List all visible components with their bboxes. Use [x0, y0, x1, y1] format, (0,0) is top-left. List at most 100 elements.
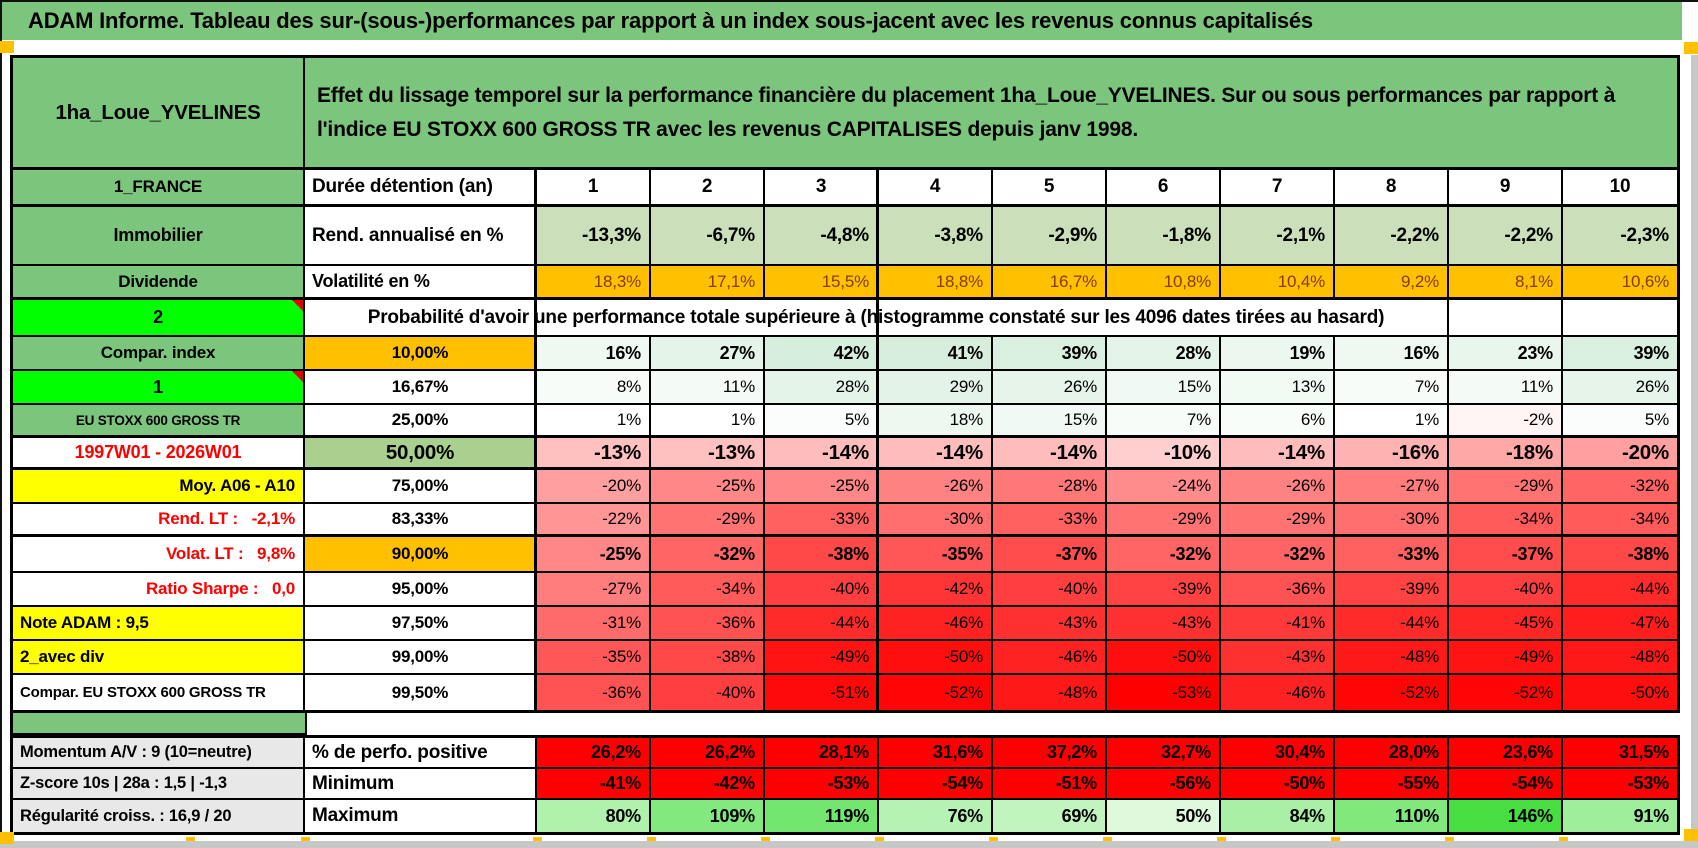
prob-cell-83,33%-y4[interactable]: -30% [879, 504, 993, 534]
side-label-cell[interactable]: Rend. LT : -2,1% [13, 504, 305, 534]
prob-cell-90,00%-y10[interactable]: -38% [1563, 537, 1677, 571]
prob-cell-83,33%-y5[interactable]: -33% [993, 504, 1107, 534]
duration-label-cell[interactable]: Durée détention (an) [305, 170, 537, 204]
prob-cell-99,00%-y1[interactable]: -35% [537, 641, 651, 673]
summary-side-label-cell[interactable]: Z-score 10s | 28a : 1,5 | -1,3 [13, 769, 305, 798]
summary-side-label-cell[interactable]: Momentum A/V : 9 (10=neutre) [13, 738, 305, 767]
annual-return-y4[interactable]: -3,8% [879, 207, 993, 264]
summary-cell-% de perfo. positive-y7[interactable]: 30,4% [1221, 738, 1335, 767]
prob-cell-99,50%-y9[interactable]: -52% [1449, 675, 1563, 710]
prob-cell-97,50%-y4[interactable]: -46% [879, 607, 993, 639]
prob-cell-83,33%-y9[interactable]: -34% [1449, 504, 1563, 534]
summary-cell-% de perfo. positive-y8[interactable]: 28,0% [1335, 738, 1449, 767]
quantile-cell[interactable]: 95,00% [305, 573, 537, 605]
prob-cell-75,00%-y6[interactable]: -24% [1107, 470, 1221, 502]
volatility-y2[interactable]: 17,1% [651, 266, 765, 297]
category-immobilier-cell[interactable]: Immobilier [13, 207, 305, 264]
prob-cell-99,50%-y6[interactable]: -53% [1107, 675, 1221, 710]
side-label-cell[interactable]: Volat. LT : 9,8% [13, 537, 305, 571]
prob-cell-50,00%-y7[interactable]: -14% [1221, 438, 1335, 467]
prob-cell-50,00%-y3[interactable]: -14% [765, 438, 879, 467]
prob-cell-16,67%-y6[interactable]: 15% [1107, 371, 1221, 403]
prob-cell-25,00%-y9[interactable]: -2% [1449, 405, 1563, 435]
prob-cell-97,50%-y10[interactable]: -47% [1563, 607, 1677, 639]
prob-cell-90,00%-y1[interactable]: -25% [537, 537, 651, 571]
prob-cell-16,67%-y8[interactable]: 7% [1335, 371, 1449, 403]
year-header-6[interactable]: 6 [1107, 170, 1221, 204]
volatility-y3[interactable]: 15,5% [765, 266, 879, 297]
volatility-y7[interactable]: 10,4% [1221, 266, 1335, 297]
annual-return-y5[interactable]: -2,9% [993, 207, 1107, 264]
summary-metric-cell[interactable]: Maximum [305, 800, 537, 832]
annual-return-y10[interactable]: -2,3% [1563, 207, 1677, 264]
prob-cell-99,00%-y8[interactable]: -48% [1335, 641, 1449, 673]
prob-cell-75,00%-y7[interactable]: -26% [1221, 470, 1335, 502]
prob-cell-99,50%-y4[interactable]: -52% [879, 675, 993, 710]
prob-cell-83,33%-y8[interactable]: -30% [1335, 504, 1449, 534]
prob-cell-99,00%-y2[interactable]: -38% [651, 641, 765, 673]
prob-cell-16,67%-y2[interactable]: 11% [651, 371, 765, 403]
summary-cell-Minimum-y7[interactable]: -50% [1221, 769, 1335, 798]
prob-cell-83,33%-y3[interactable]: -33% [765, 504, 879, 534]
prob-cell-97,50%-y8[interactable]: -44% [1335, 607, 1449, 639]
prob-cell-75,00%-y9[interactable]: -29% [1449, 470, 1563, 502]
quantile-cell[interactable]: 25,00% [305, 405, 537, 435]
category-dividende-cell[interactable]: Dividende [13, 266, 305, 297]
prob-cell-99,00%-y7[interactable]: -43% [1221, 641, 1335, 673]
side-label-cell[interactable]: EU STOXX 600 GROSS TR [13, 405, 305, 435]
prob-cell-50,00%-y1[interactable]: -13% [537, 438, 651, 467]
prob-cell-10,00%-y10[interactable]: 39% [1563, 337, 1677, 369]
prob-cell-10,00%-y6[interactable]: 28% [1107, 337, 1221, 369]
empty-cell[interactable] [1449, 300, 1563, 335]
prob-cell-95,00%-y7[interactable]: -36% [1221, 573, 1335, 605]
prob-cell-83,33%-y7[interactable]: -29% [1221, 504, 1335, 534]
prob-cell-95,00%-y1[interactable]: -27% [537, 573, 651, 605]
prob-cell-99,00%-y10[interactable]: -48% [1563, 641, 1677, 673]
prob-cell-25,00%-y1[interactable]: 1% [537, 405, 651, 435]
summary-cell-Maximum-y6[interactable]: 50% [1107, 800, 1221, 832]
annual-return-y7[interactable]: -2,1% [1221, 207, 1335, 264]
summary-cell-Minimum-y4[interactable]: -54% [879, 769, 993, 798]
summary-cell-Minimum-y3[interactable]: -53% [765, 769, 879, 798]
year-header-1[interactable]: 1 [537, 170, 651, 204]
prob-cell-95,00%-y4[interactable]: -42% [879, 573, 993, 605]
prob-cell-83,33%-y1[interactable]: -22% [537, 504, 651, 534]
prob-cell-95,00%-y8[interactable]: -39% [1335, 573, 1449, 605]
prob-cell-97,50%-y7[interactable]: -41% [1221, 607, 1335, 639]
summary-cell-% de perfo. positive-y1[interactable]: 26,2% [537, 738, 651, 767]
prob-cell-99,50%-y7[interactable]: -46% [1221, 675, 1335, 710]
prob-cell-25,00%-y5[interactable]: 15% [993, 405, 1107, 435]
side-label-cell[interactable]: Compar. EU STOXX 600 GROSS TR [13, 675, 305, 710]
quantile-cell[interactable]: 10,00% [305, 337, 537, 369]
prob-cell-99,00%-y4[interactable]: -50% [879, 641, 993, 673]
side-label-cell[interactable]: Note ADAM : 9,5 [13, 607, 305, 639]
year-header-7[interactable]: 7 [1221, 170, 1335, 204]
prob-cell-95,00%-y9[interactable]: -40% [1449, 573, 1563, 605]
annual-return-label-cell[interactable]: Rend. annualisé en % [305, 207, 537, 264]
volatility-y8[interactable]: 9,2% [1335, 266, 1449, 297]
prob-cell-75,00%-y2[interactable]: -25% [651, 470, 765, 502]
prob-cell-10,00%-y7[interactable]: 19% [1221, 337, 1335, 369]
prob-cell-83,33%-y6[interactable]: -29% [1107, 504, 1221, 534]
side-label-cell[interactable]: Ratio Sharpe : 0,0 [13, 573, 305, 605]
prob-cell-90,00%-y3[interactable]: -38% [765, 537, 879, 571]
year-header-9[interactable]: 9 [1449, 170, 1563, 204]
summary-cell-% de perfo. positive-y10[interactable]: 31,5% [1563, 738, 1677, 767]
prob-cell-50,00%-y4[interactable]: -14% [879, 438, 993, 467]
prob-cell-90,00%-y2[interactable]: -32% [651, 537, 765, 571]
volatility-y1[interactable]: 18,3% [537, 266, 651, 297]
probability-header-text[interactable]: Probabilité d'avoir une performance tota… [305, 300, 1449, 335]
prob-cell-25,00%-y2[interactable]: 1% [651, 405, 765, 435]
prob-cell-25,00%-y7[interactable]: 6% [1221, 405, 1335, 435]
country-label-cell[interactable]: 1_FRANCE [13, 170, 305, 204]
prob-cell-50,00%-y2[interactable]: -13% [651, 438, 765, 467]
prob-cell-90,00%-y9[interactable]: -37% [1449, 537, 1563, 571]
prob-cell-10,00%-y1[interactable]: 16% [537, 337, 651, 369]
volatility-y10[interactable]: 10,6% [1563, 266, 1677, 297]
prob-cell-25,00%-y10[interactable]: 5% [1563, 405, 1677, 435]
quantile-cell[interactable]: 16,67% [305, 371, 537, 403]
summary-cell-Minimum-y10[interactable]: -53% [1563, 769, 1677, 798]
side-label-cell[interactable]: 1 [13, 371, 305, 403]
prob-cell-25,00%-y8[interactable]: 1% [1335, 405, 1449, 435]
prob-cell-75,00%-y4[interactable]: -26% [879, 470, 993, 502]
